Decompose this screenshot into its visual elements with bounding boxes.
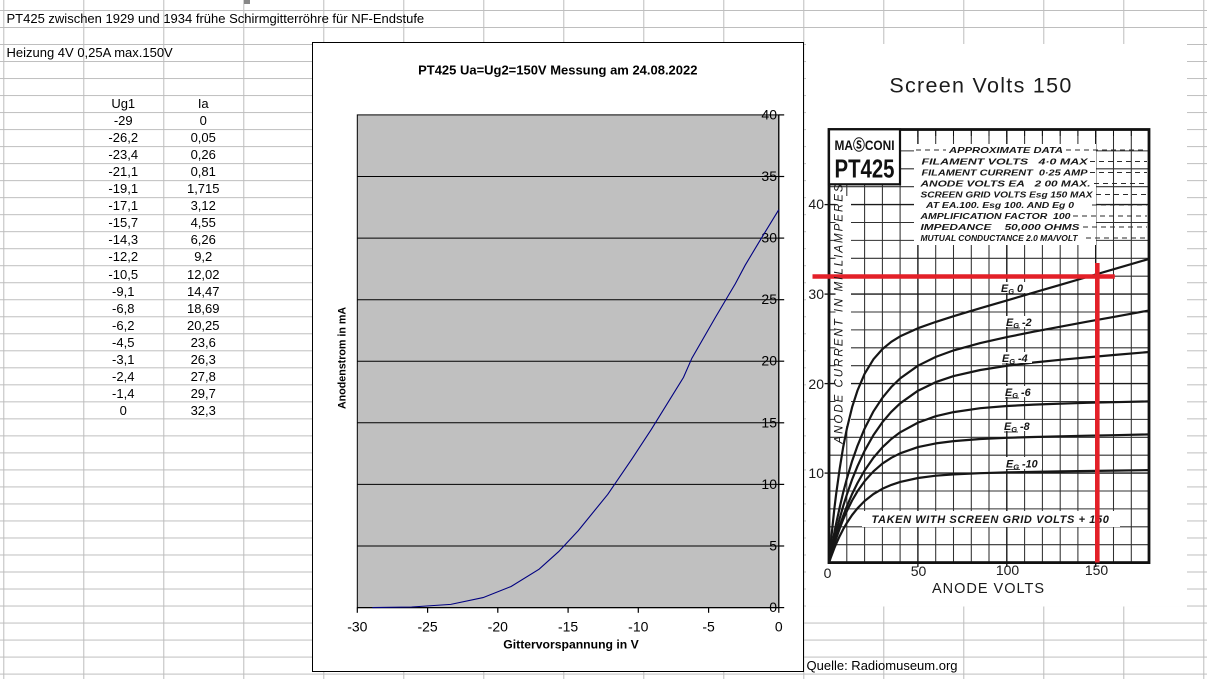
svg-text:-15: -15 [558, 619, 578, 635]
svg-text:-30: -30 [347, 619, 367, 635]
svg-text:Gittervorspannung in V: Gittervorspannung in V [503, 638, 639, 652]
svg-text:40: 40 [761, 107, 777, 123]
svg-text:EG 0: EG 0 [1001, 283, 1023, 296]
svg-text:MAⓈCONI: MAⓈCONI [834, 137, 894, 153]
svg-text:PT425: PT425 [834, 154, 894, 184]
svg-text:25: 25 [761, 291, 777, 307]
svg-text:-10: -10 [628, 619, 648, 635]
svg-text:AT EA.100. Esg 100. AND Eg 0: AT EA.100. Esg 100. AND Eg 0 [924, 200, 1073, 210]
svg-text:100: 100 [995, 562, 1019, 578]
svg-text:APPROXIMATE DATA: APPROXIMATE DATA [947, 145, 1062, 155]
svg-text:0: 0 [823, 565, 831, 581]
svg-text:EG -8: EG -8 [1004, 421, 1030, 434]
svg-text:ANODE VOLTS EA 2 00 MAX.: ANODE VOLTS EA 2 00 MAX. [919, 179, 1090, 189]
svg-text:ANODE CURRENT IN MILLIAMPERES: ANODE CURRENT IN MILLIAMPERES [833, 182, 845, 444]
svg-text:15: 15 [761, 415, 777, 431]
svg-text:20: 20 [808, 376, 824, 392]
svg-text:10: 10 [808, 465, 824, 481]
svg-text:-5: -5 [702, 619, 715, 635]
svg-text:SCREEN GRID VOLTS Esg 150 MAX: SCREEN GRID VOLTS Esg 150 MAX [920, 190, 1093, 200]
svg-text:5: 5 [769, 538, 777, 554]
svg-text:30: 30 [808, 286, 824, 302]
svg-text:-25: -25 [417, 619, 437, 635]
svg-text:150: 150 [1084, 562, 1108, 578]
svg-text:ANODE VOLTS: ANODE VOLTS [931, 581, 1044, 597]
svg-text:FILAMENT CURRENT 0·25 AMP: FILAMENT CURRENT 0·25 AMP [921, 168, 1087, 178]
svg-text:EG -2: EG -2 [1006, 317, 1032, 330]
svg-text:Screen Volts 150: Screen Volts 150 [889, 74, 1072, 98]
svg-text:10: 10 [761, 476, 777, 492]
svg-text:30: 30 [761, 230, 777, 246]
svg-text:0: 0 [775, 619, 783, 635]
svg-text:EG -4: EG -4 [1002, 353, 1028, 366]
svg-text:35: 35 [761, 168, 777, 184]
svg-text:0: 0 [769, 599, 777, 615]
svg-text:EG -10: EG -10 [1006, 459, 1038, 472]
svg-text:IMPEDANCE 50,000 OHMS: IMPEDANCE 50,000 OHMS [920, 222, 1079, 232]
svg-text:EG -6: EG -6 [1005, 387, 1032, 400]
svg-text:MUTUAL CONDUCTANCE 2.0 MA/VOLT: MUTUAL CONDUCTANCE 2.0 MA/VOLT [920, 233, 1078, 243]
svg-text:PT425 Ua=Ug2=150V Messung am 2: PT425 Ua=Ug2=150V Messung am 24.08.2022 [418, 63, 697, 78]
svg-text:Anodenstrom in mA: Anodenstrom in mA [336, 307, 348, 409]
svg-text:50: 50 [910, 563, 926, 579]
svg-text:20: 20 [761, 353, 777, 369]
svg-text:40: 40 [808, 196, 824, 212]
svg-text:AMPLIFICATION FACTOR 100: AMPLIFICATION FACTOR 100 [919, 211, 1070, 221]
svg-text:TAKEN WITH SCREEN GRID VOLTS +: TAKEN WITH SCREEN GRID VOLTS + 150 [871, 514, 1109, 526]
svg-text:-20: -20 [488, 619, 508, 635]
svg-text:FILAMENT VOLTS 4·0 MAX: FILAMENT VOLTS 4·0 MAX [921, 157, 1089, 167]
